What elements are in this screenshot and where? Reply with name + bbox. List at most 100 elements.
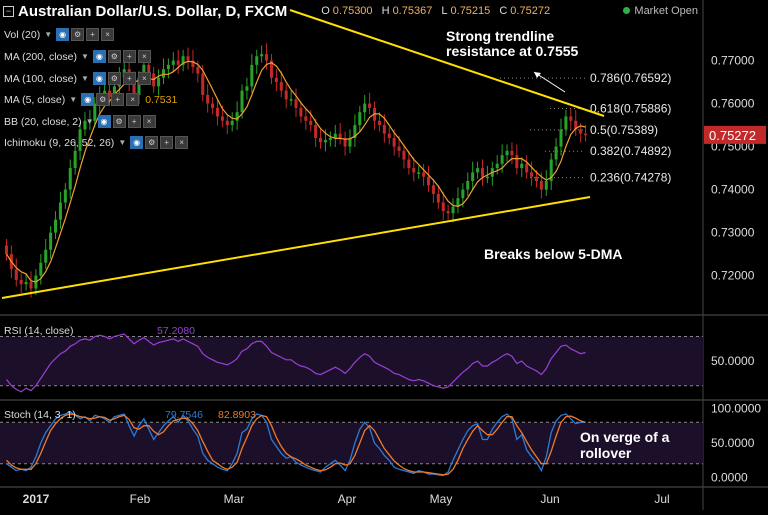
- indicator-row[interactable]: MA (100, close) ▼ ◉ ⚙ + ×: [4, 72, 151, 85]
- stoch-tick-label: 0.0000: [711, 471, 748, 485]
- dropdown-caret-icon[interactable]: ▼: [118, 138, 127, 147]
- indicator-row[interactable]: MA (200, close) ▼ ◉ ⚙ + ×: [4, 50, 151, 63]
- status-dot-icon: [623, 7, 631, 14]
- add-icon[interactable]: +: [122, 72, 136, 85]
- candle: [510, 150, 514, 156]
- candle: [265, 54, 269, 61]
- candle: [426, 176, 431, 186]
- candle: [284, 90, 288, 100]
- candle: [39, 262, 43, 276]
- annotation-resistance: resistance at 0.7555: [446, 43, 579, 59]
- candle: [304, 116, 308, 121]
- close-icon[interactable]: ×: [126, 93, 140, 106]
- candle: [515, 155, 519, 169]
- collapse-icon[interactable]: −: [3, 6, 14, 17]
- candle: [417, 172, 421, 174]
- candle: [88, 120, 92, 123]
- resistance-trendline: [289, 9, 605, 117]
- indicator-label: Vol (20): [4, 28, 41, 41]
- candle: [353, 125, 357, 138]
- candle: [485, 176, 489, 179]
- candle: [476, 168, 480, 173]
- candle: [211, 103, 215, 108]
- candle: [495, 163, 499, 169]
- visibility-icon[interactable]: ◉: [92, 72, 106, 85]
- dropdown-caret-icon[interactable]: ▼: [80, 52, 89, 61]
- candle: [142, 64, 146, 78]
- settings-icon[interactable]: ⚙: [71, 28, 85, 41]
- dropdown-caret-icon[interactable]: ▼: [44, 30, 53, 39]
- candle: [245, 86, 249, 91]
- candle: [422, 172, 426, 177]
- close-icon[interactable]: ×: [137, 50, 151, 63]
- close-icon[interactable]: ×: [142, 115, 156, 128]
- close-icon[interactable]: ×: [101, 28, 115, 41]
- candle: [446, 211, 450, 214]
- candle: [559, 129, 563, 147]
- candle: [191, 60, 195, 68]
- open-value: 0.75300: [332, 5, 373, 17]
- visibility-icon[interactable]: ◉: [92, 50, 106, 63]
- visibility-icon[interactable]: ◉: [56, 28, 70, 41]
- symbol-title: Australian Dollar/U.S. Dollar, D, FXCM: [18, 2, 288, 20]
- add-icon[interactable]: +: [127, 115, 141, 128]
- indicator-row[interactable]: MA (5, close) ▼ ◉ ⚙ + × 0.7531: [4, 93, 177, 106]
- visibility-icon[interactable]: ◉: [130, 136, 144, 149]
- visibility-icon[interactable]: ◉: [97, 115, 111, 128]
- indicator-row[interactable]: BB (20, close, 2) ▼ ◉ ⚙ + ×: [4, 115, 156, 128]
- candle: [392, 137, 396, 147]
- candle: [294, 99, 298, 108]
- candle: [132, 82, 136, 95]
- candle: [407, 159, 411, 169]
- add-icon[interactable]: +: [111, 93, 125, 106]
- close-icon[interactable]: ×: [137, 72, 151, 85]
- visibility-icon[interactable]: ◉: [81, 93, 95, 106]
- candle: [225, 120, 229, 126]
- close-icon[interactable]: ×: [175, 136, 189, 149]
- settings-icon[interactable]: ⚙: [107, 50, 121, 63]
- candle: [451, 206, 455, 214]
- settings-icon[interactable]: ⚙: [112, 115, 126, 128]
- settings-icon[interactable]: ⚙: [145, 136, 159, 149]
- candle: [314, 125, 318, 138]
- dropdown-caret-icon[interactable]: ▼: [69, 95, 78, 104]
- candle: [544, 180, 548, 190]
- fib-level-label: 0.382(0.74892): [590, 144, 671, 158]
- annotation-rollover: On verge of a: [580, 429, 670, 445]
- last-price-tag: [704, 125, 766, 144]
- candle: [63, 189, 67, 203]
- candle: [54, 219, 58, 233]
- indicator-buttons: ◉ ⚙ + ×: [97, 115, 156, 128]
- candle: [44, 249, 48, 263]
- indicator-label: BB (20, close, 2): [4, 115, 82, 128]
- settings-icon[interactable]: ⚙: [96, 93, 110, 106]
- candle: [363, 103, 367, 113]
- rsi-value: 57.2080: [157, 325, 195, 337]
- add-icon[interactable]: +: [122, 50, 136, 63]
- annotation-rollover: rollover: [580, 445, 632, 461]
- candle: [161, 69, 166, 78]
- dropdown-caret-icon[interactable]: ▼: [85, 117, 94, 126]
- candle: [554, 146, 558, 160]
- candle: [107, 90, 112, 98]
- add-icon[interactable]: +: [86, 28, 100, 41]
- candle: [240, 90, 244, 113]
- candle: [14, 269, 18, 280]
- candle: [29, 282, 33, 289]
- add-icon[interactable]: +: [160, 136, 174, 149]
- settings-icon[interactable]: ⚙: [107, 72, 121, 85]
- indicator-buttons: ◉ ⚙ + ×: [130, 136, 189, 149]
- indicator-value: 0.7531: [145, 93, 178, 106]
- close-value: 0.75272: [510, 5, 551, 17]
- dropdown-caret-icon[interactable]: ▼: [80, 74, 89, 83]
- candle: [49, 232, 53, 250]
- indicator-row[interactable]: Ichimoku (9, 26, 52, 26) ▼ ◉ ⚙ + ×: [4, 136, 189, 149]
- candle: [235, 112, 239, 121]
- candle: [147, 64, 151, 74]
- candle: [176, 60, 180, 65]
- candle: [274, 77, 278, 83]
- indicator-label: MA (100, close): [4, 72, 77, 85]
- indicator-row[interactable]: Vol (20) ▼ ◉ ⚙ + ×: [4, 28, 115, 41]
